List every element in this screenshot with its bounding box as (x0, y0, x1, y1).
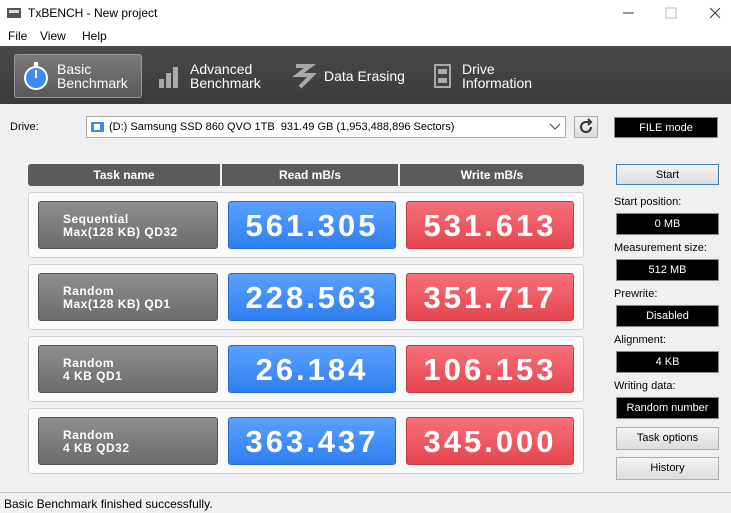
task-name-line: 4 KB QD1 (63, 369, 123, 383)
field-label: Measurement size: (614, 242, 707, 254)
task-name-line: Random (63, 284, 114, 298)
task-name-line: Random (63, 356, 114, 370)
menu-item[interactable]: Help (82, 29, 107, 43)
drive-selected: (D:) Samsung SSD 860 QVO 1TB 931.49 GB (… (109, 121, 455, 133)
tab-label-line: Advanced (190, 61, 253, 77)
drive-dropdown[interactable]: (D:) Samsung SSD 860 QVO 1TB 931.49 GB (… (86, 116, 566, 138)
drive-icon (91, 122, 104, 132)
dropdown-arrow (549, 123, 561, 130)
status-text: Basic Benchmark finished successfully. (4, 497, 213, 511)
tab-label: Drive Information (462, 62, 532, 90)
read-value: 228.563 (228, 273, 396, 321)
field-label: Start position: (614, 196, 682, 208)
tab[interactable]: Data Erasing (292, 54, 422, 98)
task-name: Random 4 KB QD1 (38, 345, 218, 393)
tab-label-line: Data Erasing (324, 68, 405, 84)
read-value: 561.305 (228, 201, 396, 249)
tab-label-line: Benchmark (57, 75, 128, 91)
field-value[interactable]: 0 MB (616, 213, 719, 235)
write-value: 531.613 (406, 201, 574, 249)
tab-icon (292, 64, 316, 89)
title-bar: TxBENCH - New project (0, 0, 731, 26)
read-value: 26.184 (228, 345, 396, 393)
task-name-line: Random (63, 428, 114, 442)
tab-icon (159, 67, 178, 88)
task-name: Random Max(128 KB) QD1 (38, 273, 218, 321)
tab[interactable]: Advanced Benchmark (158, 54, 282, 98)
refresh-button[interactable] (574, 116, 598, 138)
field-value[interactable]: 512 MB (616, 259, 719, 281)
tab-label-line: Basic (57, 61, 92, 77)
write-value: 345.000 (406, 417, 574, 465)
write-value: 351.717 (406, 273, 574, 321)
task-name-line: Sequential (63, 212, 129, 226)
task-name-line: 4 KB QD32 (63, 441, 130, 455)
tab[interactable]: Drive Information (432, 54, 562, 98)
column-header: Task name (28, 164, 220, 186)
tab-selected[interactable]: Basic Benchmark (14, 54, 142, 98)
tab-label: Data Erasing (324, 69, 405, 83)
menu-item[interactable]: File (8, 29, 28, 43)
task-name: Sequential Max(128 KB) QD32 (38, 201, 218, 249)
drive-label: Drive: (10, 121, 39, 133)
task-name-line: Max(128 KB) QD1 (63, 297, 171, 311)
field-label: Alignment: (614, 334, 666, 346)
read-value: 363.437 (228, 417, 396, 465)
tab-label-line: Drive (462, 61, 495, 77)
tab-icon (24, 62, 48, 90)
tab-label: Basic Benchmark (57, 62, 128, 90)
field-value[interactable]: Random number (616, 397, 719, 419)
field-value[interactable]: Disabled (616, 305, 719, 327)
tab-icon (434, 64, 451, 88)
status-bar: Basic Benchmark finished successfully. (0, 492, 731, 513)
field-label: Writing data: (614, 380, 676, 392)
tab-label-line: Benchmark (190, 75, 261, 91)
task-name: Random 4 KB QD32 (38, 417, 218, 465)
tab-label-line: Information (462, 75, 533, 91)
task-name-line: Max(128 KB) QD32 (63, 225, 178, 239)
app-icon (7, 8, 21, 18)
field-value[interactable]: 4 KB (616, 351, 719, 373)
column-header: Read mB/s (222, 164, 398, 186)
column-header: Write mB/s (400, 164, 584, 186)
refresh-icon (580, 118, 593, 133)
field-label: Prewrite: (614, 288, 658, 300)
mode-indicator: FILE mode (614, 117, 718, 138)
window-title: TxBENCH - New project (28, 6, 158, 20)
menu-item[interactable]: View (40, 29, 66, 43)
write-value: 106.153 (406, 345, 574, 393)
history-button[interactable]: History (616, 457, 719, 480)
tab-label: Advanced Benchmark (190, 62, 261, 90)
menu-bar: File View Help (0, 26, 731, 46)
window-controls[interactable] (610, 0, 731, 26)
start-button[interactable]: Start (616, 164, 719, 185)
task-options-button[interactable]: Task options (616, 427, 719, 450)
